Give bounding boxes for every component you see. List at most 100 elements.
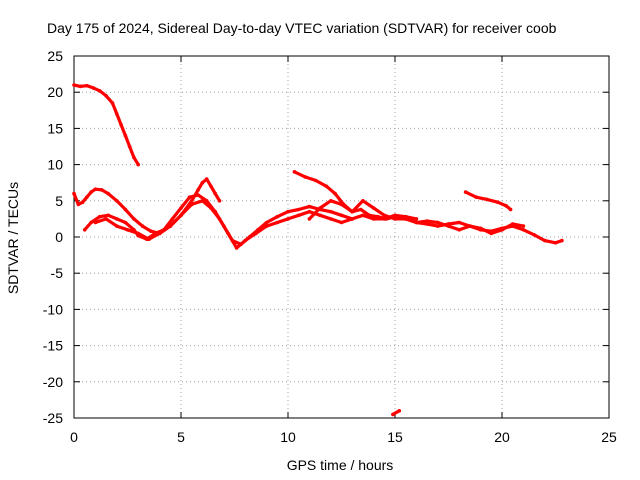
data-point [115, 199, 119, 203]
data-point [339, 220, 344, 225]
series-arc-4 [93, 199, 419, 250]
data-point [463, 190, 468, 194]
data-point [226, 231, 230, 236]
y-tick-label: 10 [47, 157, 63, 173]
data-point [123, 133, 128, 138]
data-point [296, 213, 301, 218]
data-point [78, 84, 83, 89]
data-point [307, 204, 312, 209]
data-point [382, 213, 387, 218]
data-point [367, 213, 372, 218]
data-point [147, 237, 151, 241]
data-point [85, 195, 89, 199]
data-point [371, 217, 376, 221]
x-tick-label: 15 [387, 429, 403, 445]
data-point [286, 217, 290, 221]
data-point [93, 220, 98, 225]
data-point [104, 217, 108, 221]
data-point [200, 199, 205, 203]
data-point [376, 214, 380, 219]
data-point [474, 195, 479, 199]
data-point [391, 412, 395, 417]
data-point [339, 213, 344, 218]
data-point [76, 202, 81, 207]
data-point [292, 170, 297, 174]
data-point [324, 184, 329, 189]
data-point [196, 188, 200, 192]
data-point [436, 224, 440, 228]
data-point [275, 220, 280, 225]
data-point [149, 229, 153, 233]
data-point [157, 231, 162, 236]
data-point [521, 228, 526, 232]
y-tick-labels: 25 20 15 10 5 0 -5 -10 -15 -20 -25 [43, 48, 63, 426]
data-point [189, 199, 194, 203]
data-point [446, 224, 451, 228]
y-tick-label: -15 [43, 338, 63, 354]
data-point [132, 155, 136, 160]
data-point [361, 213, 365, 218]
data-point [350, 217, 355, 221]
y-tick-label: 15 [47, 120, 63, 136]
data-point [80, 200, 85, 204]
data-point [314, 178, 318, 183]
y-tick-label: 20 [47, 84, 63, 100]
data-point [217, 199, 222, 203]
data-point [361, 199, 365, 203]
x-tick-label: 10 [280, 429, 296, 445]
data-point [123, 207, 128, 212]
data-point [136, 231, 140, 236]
data-point [91, 86, 96, 90]
data-point [307, 217, 312, 221]
data-point [384, 217, 389, 221]
data-point [403, 217, 408, 221]
data-point [264, 220, 269, 225]
series-arc-8 [391, 409, 402, 417]
data-point [339, 202, 344, 207]
data-point [168, 224, 173, 228]
data-point [209, 184, 213, 189]
data-point [425, 222, 429, 226]
data-point [371, 206, 376, 210]
series-line [292, 170, 564, 245]
y-tick-label: -25 [43, 410, 63, 426]
data-point [217, 217, 222, 221]
data-point [457, 220, 462, 225]
data-point [127, 144, 132, 149]
data-point [333, 191, 337, 196]
data-point [234, 246, 239, 250]
data-point [93, 187, 98, 191]
data-point [485, 197, 489, 202]
data-point [254, 231, 258, 236]
data-point [504, 204, 509, 208]
x-tick-label: 0 [70, 429, 78, 445]
data-point [97, 89, 102, 93]
data-point [106, 213, 110, 218]
data-point [478, 226, 483, 231]
series-line [93, 199, 418, 250]
data-point [132, 217, 136, 221]
x-axis-label: GPS time / hours [287, 457, 394, 473]
data-point [115, 112, 119, 116]
y-tick-label: -10 [43, 301, 63, 317]
data-point [106, 191, 110, 196]
data-point [104, 94, 108, 98]
data-point [140, 224, 145, 228]
data-point [123, 220, 128, 225]
data-point [213, 191, 217, 196]
data-point [560, 238, 564, 243]
data-point [329, 209, 333, 214]
data-point [296, 207, 301, 212]
data-point [119, 123, 123, 127]
data-point [100, 188, 104, 192]
data-point [303, 175, 307, 179]
data-point [500, 228, 504, 232]
y-tick-label: 5 [55, 193, 63, 209]
y-tick-label: 25 [47, 48, 63, 64]
data-point [243, 238, 247, 243]
data-point [189, 202, 194, 207]
data-point [89, 220, 93, 225]
data-point [532, 233, 536, 237]
data-point [204, 177, 209, 181]
